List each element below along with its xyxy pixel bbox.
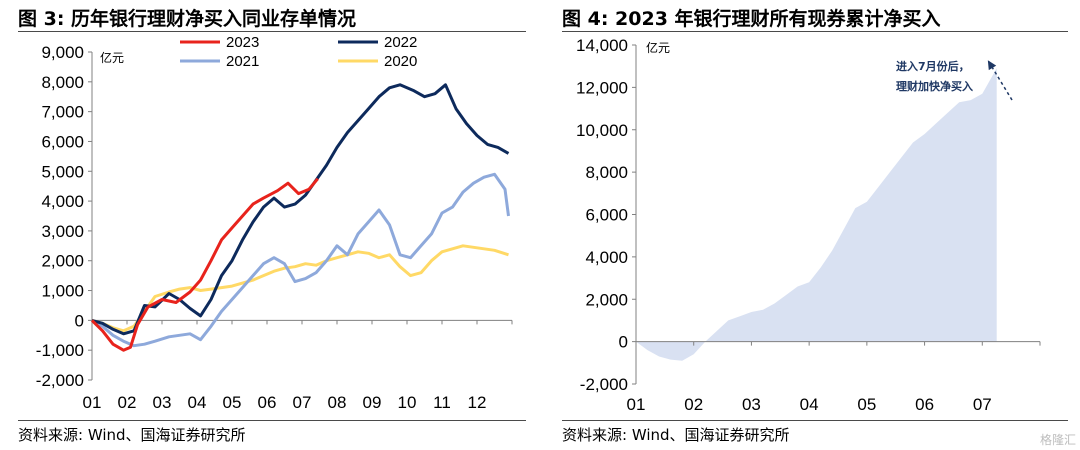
left-x-tick-label: 04 <box>188 393 207 412</box>
left-x-tick-label: 01 <box>83 393 102 412</box>
left-x-tick-label: 12 <box>468 393 487 412</box>
series-line-2020 <box>91 244 509 333</box>
right-y-tick-label: 14,000 <box>576 36 628 55</box>
right-title-rule <box>562 31 1068 32</box>
left-source-note: 资料来源: Wind、国海证券研究所 <box>18 426 246 444</box>
left-x-tick-label: 11 <box>433 393 451 412</box>
legend-label-2023: 2023 <box>226 34 259 51</box>
left-y-tick-label: 4,000 <box>41 192 84 211</box>
right-y-tick-label: 10,000 <box>576 121 628 140</box>
right-source-note: 资料来源: Wind、国海证券研究所 <box>562 426 790 444</box>
right-x-tick-label: 02 <box>684 395 703 414</box>
annotation-arrow-head <box>987 60 997 71</box>
right-y-tick-label: 2,000 <box>585 290 628 309</box>
right-y-tick-label: -2,000 <box>580 375 628 394</box>
left-y-tick-label: -1,000 <box>36 341 84 360</box>
right-chart-title: 图 4: 2023 年银行理财所有现券累计净买入 <box>562 8 941 30</box>
left-y-tick-label: 8,000 <box>41 73 84 92</box>
left-chart-title: 图 3: 历年银行理财净买入同业存单情况 <box>18 8 357 30</box>
left-source-rule <box>18 420 526 421</box>
legend-label-2020: 2020 <box>384 53 417 70</box>
left-x-tick-label: 08 <box>328 393 347 412</box>
right-unit-label: 亿元 <box>646 40 670 55</box>
left-y-tick-label: 2,000 <box>41 252 84 271</box>
left-y-tick-label: 1,000 <box>41 282 84 301</box>
cumulative-area <box>636 68 997 361</box>
left-x-tick-label: 05 <box>223 393 242 412</box>
left-y-tick-label: 5,000 <box>41 162 84 181</box>
left-y-tick-label: 9,000 <box>41 43 84 62</box>
right-x-tick-label: 04 <box>800 395 819 414</box>
right-x-tick-label: 07 <box>973 395 992 414</box>
left-y-tick-label: 7,000 <box>41 103 84 122</box>
left-y-tick-label: 3,000 <box>41 222 84 241</box>
left-line-chart: 9,000 8,000 7,000 6,000 5,000 4,000 3,000 2,000… <box>36 34 513 412</box>
right-y-tick-label: 6,000 <box>585 206 628 225</box>
left-x-tick-label: 10 <box>398 393 417 412</box>
left-x-tick-label: 03 <box>153 393 172 412</box>
annotation-line-1: 进入7月份后， <box>896 59 970 73</box>
legend-label-2021: 2021 <box>226 53 259 70</box>
left-y-tick-label: 6,000 <box>41 132 84 151</box>
right-x-tick-label: 06 <box>915 395 934 414</box>
right-x-tick-label: 05 <box>857 395 876 414</box>
left-title-rule <box>18 31 526 32</box>
left-x-tick-label: 07 <box>293 393 312 412</box>
right-y-tick-label: 12,000 <box>576 78 628 97</box>
annotation-line-2: 理财加快净买入 <box>896 79 973 93</box>
left-y-tick-label: -2,000 <box>36 371 84 390</box>
legend-label-2022: 2022 <box>384 34 417 51</box>
left-x-tick-label: 06 <box>258 393 277 412</box>
left-y-tick-label: 0 <box>75 311 84 330</box>
left-x-tick-label: 09 <box>363 393 382 412</box>
right-y-tick-label: 8,000 <box>585 163 628 182</box>
left-unit-label: 亿元 <box>100 50 124 65</box>
right-area-chart: 14,000 12,000 10,000 8,000 6,000 4,000 2,000 0 -… <box>576 36 1041 414</box>
right-y-tick-label: 0 <box>619 333 628 352</box>
right-source-rule <box>562 420 1068 421</box>
right-x-tick-label: 03 <box>742 395 761 414</box>
left-x-tick-label: 02 <box>118 393 137 412</box>
watermark-logo: 格隆汇 <box>1039 433 1076 447</box>
series-line-2023 <box>90 177 319 352</box>
right-x-tick-label: 01 <box>627 395 646 414</box>
right-y-tick-label: 4,000 <box>585 248 628 267</box>
series-line-2021 <box>91 172 510 348</box>
